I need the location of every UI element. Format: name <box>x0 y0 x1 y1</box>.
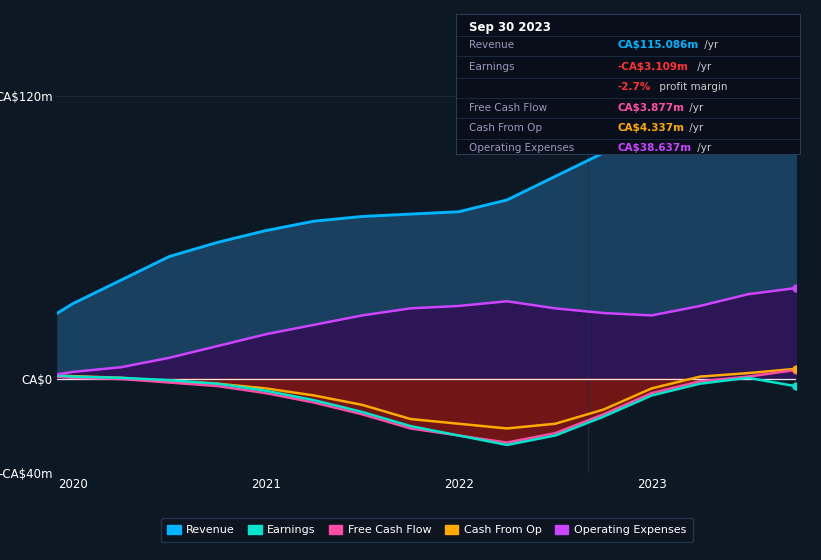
Text: CA$38.637m: CA$38.637m <box>617 143 692 153</box>
Text: Cash From Op: Cash From Op <box>470 123 543 133</box>
Text: /yr: /yr <box>686 123 704 133</box>
Text: CA$4.337m: CA$4.337m <box>617 123 685 133</box>
Text: profit margin: profit margin <box>656 82 727 92</box>
Text: Free Cash Flow: Free Cash Flow <box>470 103 548 113</box>
Text: Sep 30 2023: Sep 30 2023 <box>470 21 552 34</box>
Text: /yr: /yr <box>694 62 711 72</box>
Text: Revenue: Revenue <box>470 40 515 50</box>
Legend: Revenue, Earnings, Free Cash Flow, Cash From Op, Operating Expenses: Revenue, Earnings, Free Cash Flow, Cash … <box>161 518 693 542</box>
Text: -CA$3.109m: -CA$3.109m <box>617 62 689 72</box>
Text: /yr: /yr <box>694 143 711 153</box>
Text: -2.7%: -2.7% <box>617 82 651 92</box>
Text: Earnings: Earnings <box>470 62 515 72</box>
Text: /yr: /yr <box>701 40 718 50</box>
Text: Operating Expenses: Operating Expenses <box>470 143 575 153</box>
Text: CA$115.086m: CA$115.086m <box>617 40 699 50</box>
Text: CA$3.877m: CA$3.877m <box>617 103 685 113</box>
Text: /yr: /yr <box>686 103 704 113</box>
